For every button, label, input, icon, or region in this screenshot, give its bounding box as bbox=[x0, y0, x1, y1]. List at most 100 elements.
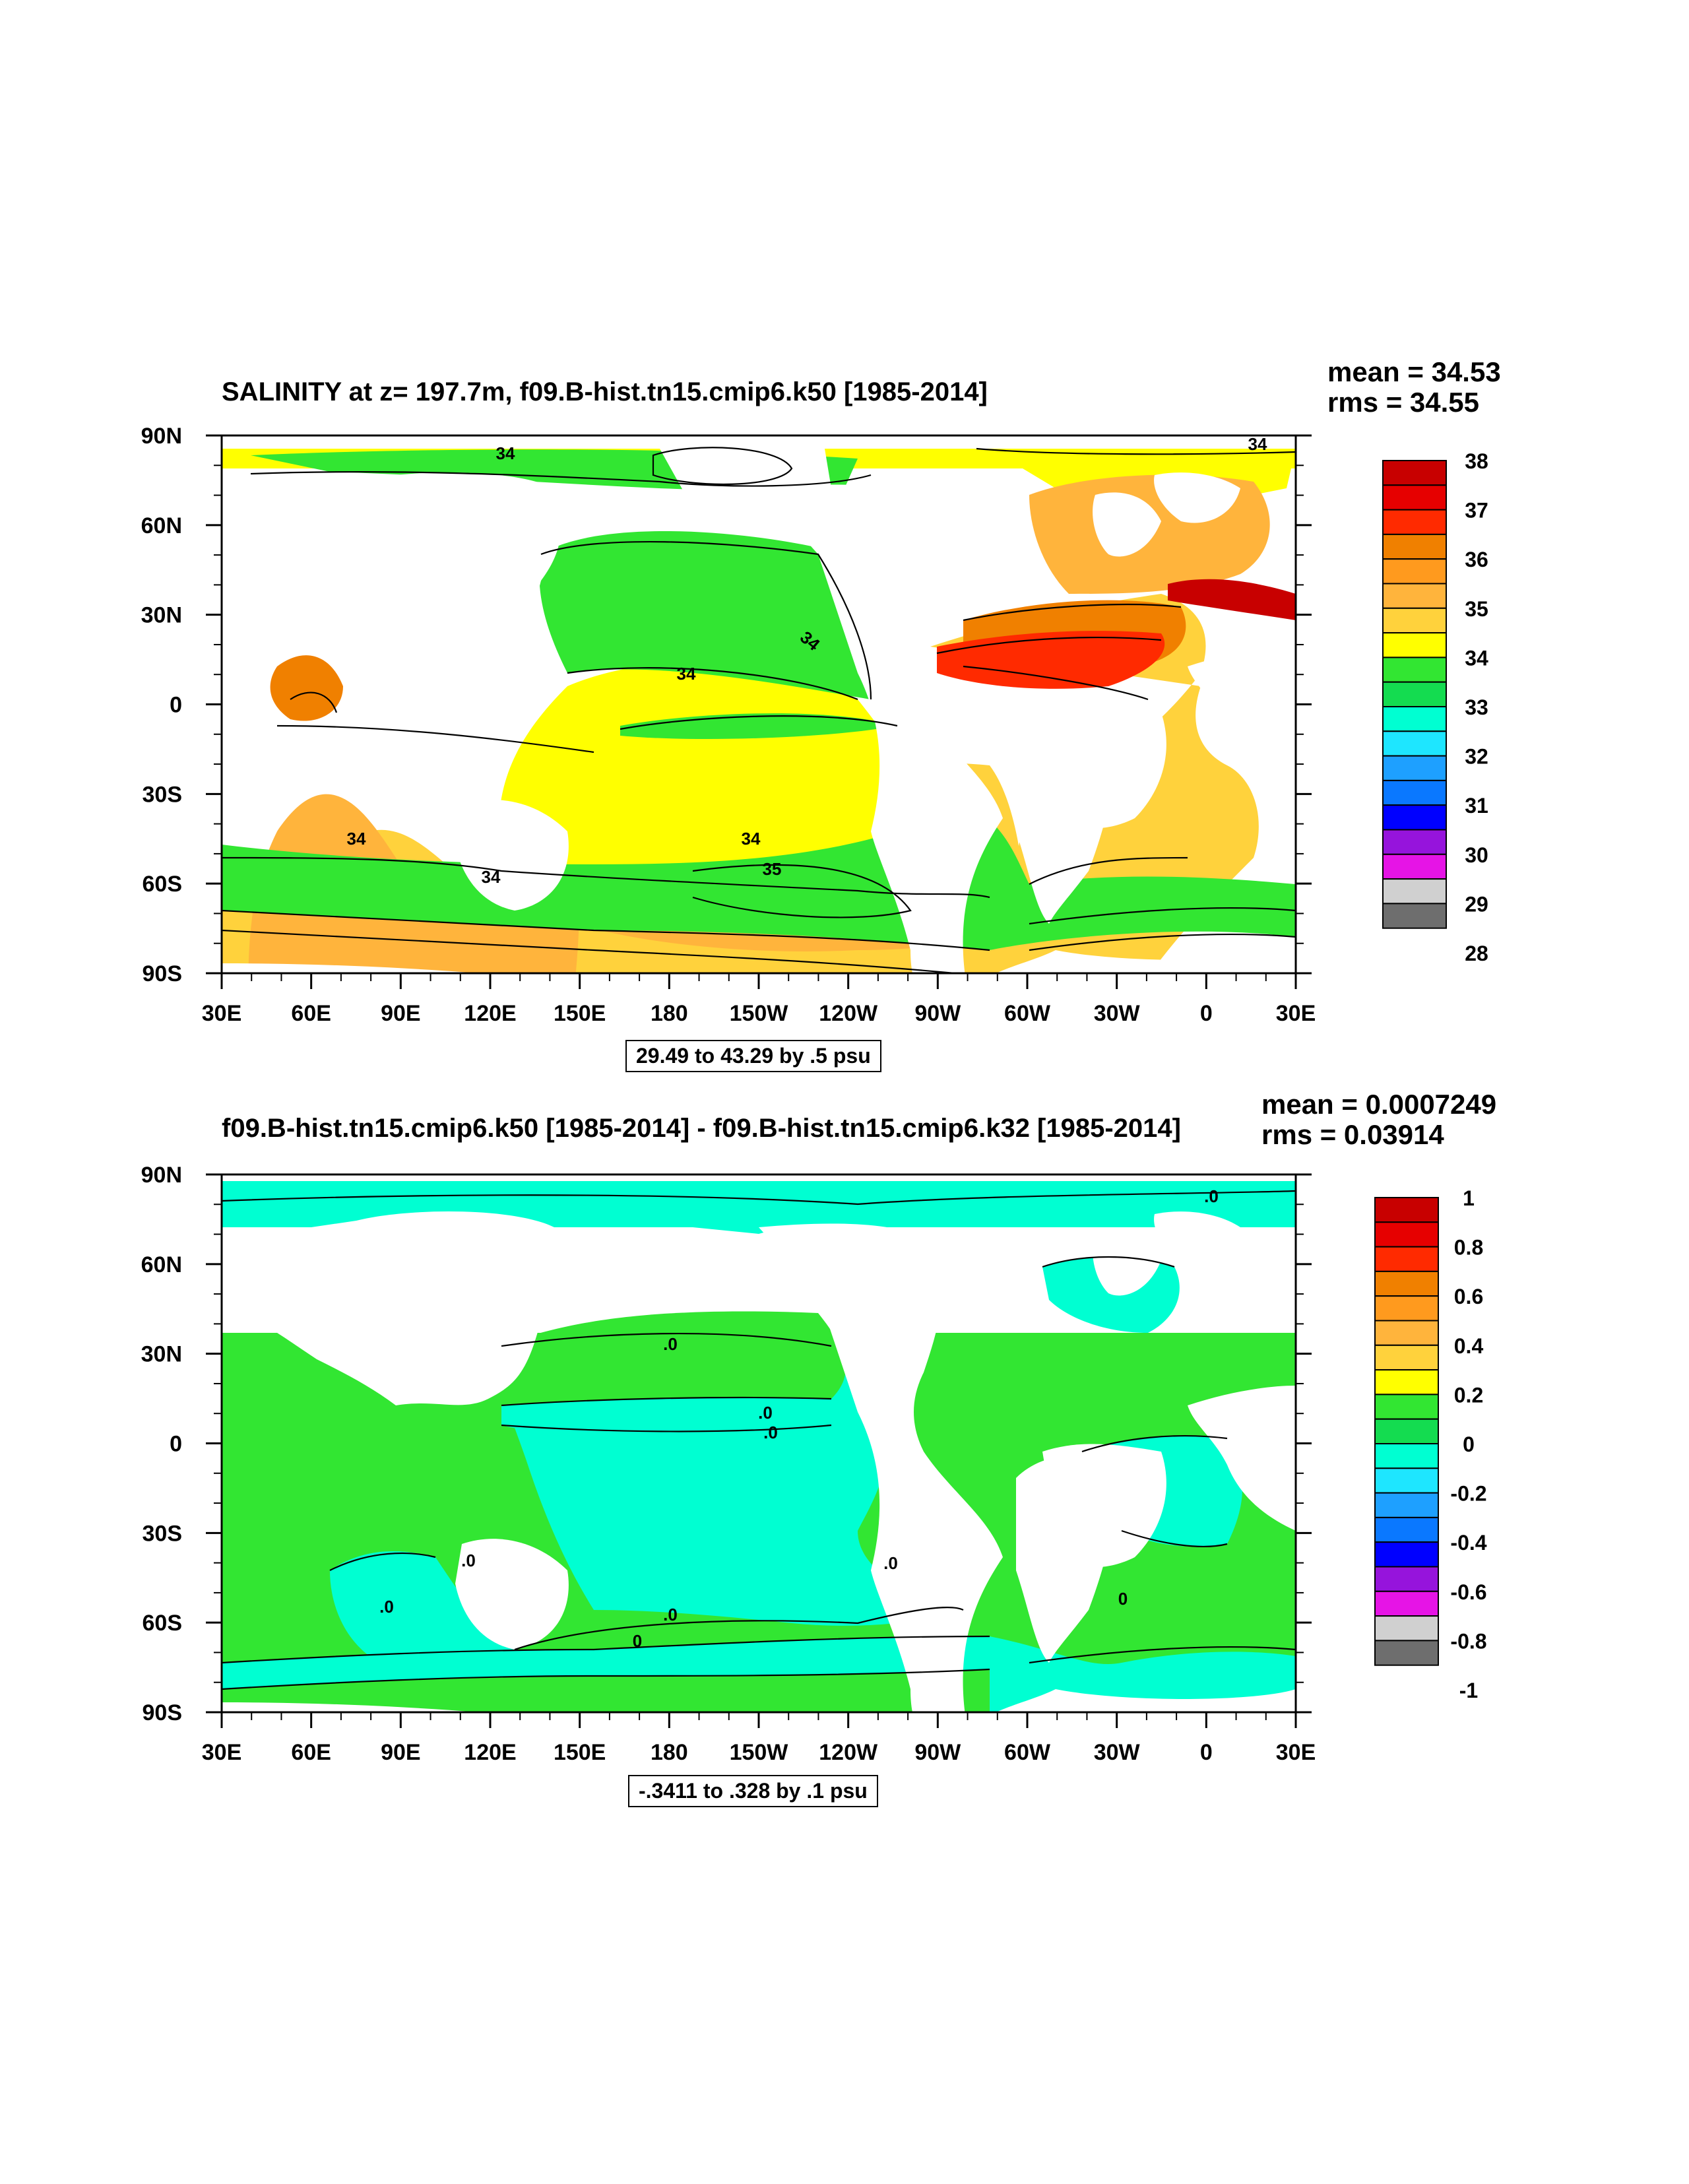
x-tick-label: 150W bbox=[730, 1001, 789, 1026]
colorbar-swatch bbox=[1382, 829, 1447, 855]
contour-label: 34 bbox=[677, 664, 696, 684]
colorbar-swatch bbox=[1374, 1197, 1439, 1223]
colorbar: 1 0.8 0.6 0.4 0.2 0 -0.2 -0.4 -0.6 -0.8 -1 bbox=[1374, 1186, 1487, 1702]
colorbar-swatch bbox=[1374, 1270, 1439, 1297]
colorbar-label: 36 bbox=[1465, 548, 1488, 571]
y-tick-label: 0 bbox=[170, 693, 182, 718]
x-tick-label: 60E bbox=[291, 1001, 331, 1026]
subpolar-gyre-green bbox=[539, 531, 875, 699]
land bbox=[1188, 1386, 1296, 1531]
x-tick-label: 30W bbox=[1094, 1001, 1141, 1026]
contour-label: .0 bbox=[763, 1423, 778, 1442]
mean-value: mean = 0.0007249 bbox=[1261, 1089, 1497, 1120]
colorbar-swatch bbox=[1374, 1418, 1439, 1445]
colorbar-swatch bbox=[1382, 804, 1447, 831]
colorbar-label: 38 bbox=[1465, 449, 1488, 473]
colorbar-swatch bbox=[1374, 1615, 1439, 1642]
contour-label: .0 bbox=[758, 1403, 773, 1423]
y-tick-label: 90S bbox=[143, 961, 183, 986]
land bbox=[455, 800, 569, 911]
rms-value: rms = 34.55 bbox=[1327, 387, 1480, 418]
colorbar-swatch bbox=[1374, 1295, 1439, 1322]
contour-lines bbox=[222, 1190, 1296, 1690]
colorbar-label: 35 bbox=[1465, 597, 1488, 621]
colorbar-swatch bbox=[1382, 484, 1447, 511]
y-tick-label: 90S bbox=[143, 1700, 183, 1725]
land bbox=[1093, 1231, 1161, 1296]
colorbar-label: -0.6 bbox=[1450, 1580, 1486, 1604]
y-tick-label: 30N bbox=[141, 603, 182, 628]
colorbar-label: -1 bbox=[1459, 1679, 1478, 1702]
colorbar-swatch bbox=[1382, 460, 1447, 486]
antarctica-coast bbox=[222, 950, 1296, 973]
map-title: SALINITY at z= 197.7m, f09.B-hist.tn15.c… bbox=[222, 377, 988, 406]
contour-label: 34 bbox=[496, 443, 515, 463]
colorbar-swatch bbox=[1374, 1369, 1439, 1396]
y-tick-label: 60N bbox=[141, 513, 182, 538]
contour-label: .0 bbox=[663, 1334, 678, 1354]
land bbox=[455, 1539, 569, 1650]
indian-teal bbox=[330, 1551, 515, 1661]
colorbar-swatch bbox=[1382, 755, 1447, 781]
land bbox=[1042, 705, 1166, 828]
map-axes: 30E 60E 90E 120E 150E 180 150W 120W 90W 60W 30W 0 30… bbox=[141, 1163, 1316, 1765]
contour-label: .0 bbox=[1204, 1186, 1219, 1206]
colorbar-label: -0.4 bbox=[1450, 1531, 1486, 1555]
colorbar-swatch bbox=[1382, 607, 1447, 634]
y-tick-label: 30S bbox=[143, 1521, 183, 1546]
colorbar-swatch bbox=[1374, 1443, 1439, 1469]
x-tick-label: 150E bbox=[554, 1001, 606, 1026]
subtropical-red bbox=[937, 631, 1165, 689]
x-tick-label: 120E bbox=[464, 1740, 516, 1765]
contour-label: .0 bbox=[883, 1553, 898, 1573]
colorbar-swatch bbox=[1382, 878, 1447, 905]
contour-labels: .0.0.0.0.0.0.0.000 bbox=[379, 1186, 1219, 1651]
contour-info: -.3411 to .328 by .1 psu bbox=[628, 1775, 878, 1807]
contour-label: .0 bbox=[663, 1605, 678, 1624]
rms-value: rms = 0.03914 bbox=[1261, 1119, 1444, 1150]
salinity-map-panel: SALINITY at z= 197.7m, f09.B-hist.tn15.c… bbox=[0, 356, 1689, 1095]
colorbar-swatch bbox=[1374, 1467, 1439, 1494]
colorbar-label: 29 bbox=[1465, 892, 1488, 916]
x-tick-label: 30E bbox=[1276, 1740, 1316, 1765]
y-tick-label: 90N bbox=[141, 1163, 182, 1188]
x-tick-label: 30E bbox=[202, 1740, 242, 1765]
contour-label: 35 bbox=[763, 859, 782, 879]
colorbar-swatch bbox=[1382, 533, 1447, 560]
contour-lines bbox=[222, 447, 1296, 973]
mean-value: mean = 34.53 bbox=[1327, 356, 1501, 387]
colorbar-swatch bbox=[1374, 1640, 1439, 1666]
colorbar-swatch bbox=[1374, 1221, 1439, 1248]
x-tick-label: 90E bbox=[381, 1740, 421, 1765]
colorbar-label: -0.2 bbox=[1450, 1482, 1486, 1506]
colorbar-label: 30 bbox=[1465, 843, 1488, 867]
colorbar-label: 33 bbox=[1465, 695, 1488, 719]
land bbox=[222, 472, 561, 666]
contour-label: 34 bbox=[347, 829, 366, 849]
map-title: f09.B-hist.tn15.cmip6.k50 [1985-2014] - … bbox=[222, 1114, 1181, 1143]
colorbar-label: 31 bbox=[1465, 794, 1488, 818]
colorbar-label: 0.4 bbox=[1454, 1334, 1484, 1358]
antarctica-coast bbox=[222, 1689, 1296, 1712]
colorbar-label: 0 bbox=[1463, 1432, 1475, 1456]
arabian-orange bbox=[270, 655, 343, 721]
colorbar-label: 32 bbox=[1465, 745, 1488, 769]
x-tick-label: 30E bbox=[1276, 1001, 1316, 1026]
contour-label: .0 bbox=[461, 1551, 476, 1570]
colorbar-swatch bbox=[1374, 1344, 1439, 1371]
ocean-field bbox=[222, 1181, 1296, 1712]
x-tick-label: 150W bbox=[730, 1740, 789, 1765]
land bbox=[1093, 492, 1161, 557]
land bbox=[759, 1223, 1003, 1712]
colorbar-swatch bbox=[1382, 509, 1447, 535]
colorbar-swatch bbox=[1382, 558, 1447, 585]
x-tick-label: 90W bbox=[914, 1740, 961, 1765]
x-tick-label: 90W bbox=[914, 1001, 961, 1026]
x-tick-label: 0 bbox=[1200, 1740, 1213, 1765]
colorbar-swatch bbox=[1374, 1566, 1439, 1592]
land bbox=[759, 484, 1003, 973]
contour-label: .0 bbox=[379, 1597, 394, 1617]
southern-green-band bbox=[222, 805, 1296, 950]
y-tick-label: 60N bbox=[141, 1252, 182, 1277]
land bbox=[1188, 647, 1296, 792]
